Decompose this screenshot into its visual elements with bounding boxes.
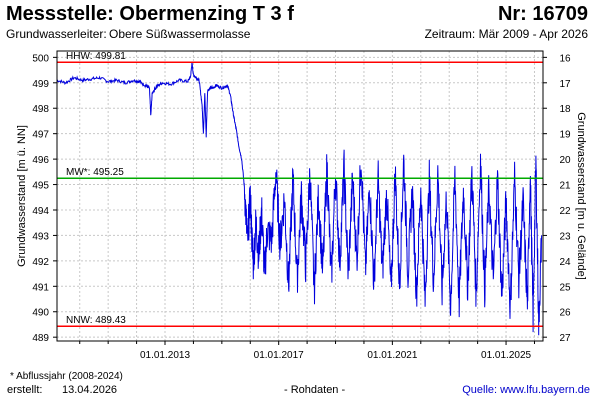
y2-tick-label: 16: [559, 53, 571, 64]
y-axis-title: Grundwasserstand [m ü. NN]: [16, 125, 28, 267]
y-tick-label: 498: [32, 104, 49, 115]
station-title: Messstelle: Obermenzing T 3 f: [6, 3, 294, 25]
y-tick-label: 500: [32, 53, 49, 64]
y-tick-label: 492: [32, 257, 49, 268]
x-tick-label: 01.01.2017: [254, 350, 304, 361]
y2-tick-label: 21: [559, 181, 571, 192]
y-tick-label: 497: [32, 130, 49, 141]
y-tick-label: 490: [32, 308, 49, 319]
y-tick-label: 491: [32, 282, 49, 293]
aquifer-value: Obere Süßwassermolasse: [109, 27, 251, 41]
plot-frame: [56, 50, 544, 342]
y2-tick-label: 17: [559, 79, 571, 90]
y-tick-label: 494: [32, 206, 49, 217]
rawdata-label: - Rohdaten -: [284, 384, 346, 396]
created-label: erstellt:: [7, 384, 43, 396]
nnw-reference-label: NNW: 489.43: [66, 315, 126, 326]
mw-reference-label: MW*: 495.25: [66, 167, 124, 178]
y-tick-label: 499: [32, 79, 49, 90]
y2-tick-label: 26: [559, 308, 571, 319]
source-link[interactable]: Quelle: www.lfu.bayern.de: [462, 384, 590, 396]
y-tick-label: 493: [32, 231, 49, 242]
station-number: Nr: 16709: [497, 3, 588, 25]
footnote: * Abflussjahr (2008-2024): [10, 371, 123, 382]
y2-tick-label: 24: [559, 257, 571, 268]
period-label: Zeitraum: Mär 2009 - Apr 2026: [424, 27, 588, 41]
y-tick-label: 495: [32, 181, 49, 192]
y2-tick-label: 25: [559, 282, 571, 293]
x-tick-label: 01.01.2013: [140, 350, 190, 361]
x-tick-label: 01.01.2021: [367, 350, 417, 361]
created-date: 13.04.2026: [62, 384, 118, 396]
y2-tick-label: 22: [559, 206, 571, 217]
hhw-reference-label: HHW: 499.81: [66, 51, 126, 62]
y2-axis-title: Grundwasserstand [m u. Gelände]: [575, 112, 587, 280]
y2-tick-label: 27: [559, 333, 571, 344]
y2-tick-label: 23: [559, 231, 571, 242]
aquifer-label: Grundwasserleiter:: [6, 27, 107, 41]
y-tick-label: 496: [32, 155, 49, 166]
y2-tick-label: 19: [559, 130, 571, 141]
groundwater-series-line: [57, 61, 543, 336]
x-tick-label: 01.01.2025: [481, 350, 531, 361]
y2-tick-label: 18: [559, 104, 571, 115]
y-tick-label: 489: [32, 333, 49, 344]
y2-tick-label: 20: [559, 155, 571, 166]
